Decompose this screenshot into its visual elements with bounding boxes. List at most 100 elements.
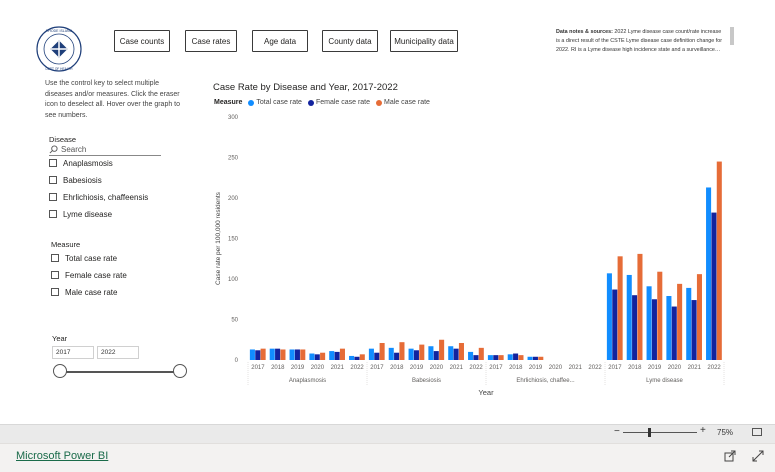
bar (275, 348, 281, 360)
zoom-slider-handle[interactable] (648, 428, 651, 437)
bar (677, 283, 683, 360)
bar (339, 348, 345, 360)
year-slider-start-handle[interactable] (53, 364, 67, 378)
fit-to-page-icon[interactable] (752, 428, 762, 436)
legend-title: Measure (214, 99, 243, 106)
x-tick-label: 2021 (331, 365, 345, 371)
measure-option-total[interactable]: Total case rate (51, 252, 117, 264)
bar (696, 274, 702, 360)
y-tick-label: 250 (228, 156, 239, 162)
chart-legend: Measure Total case rate Female case rate… (214, 99, 430, 106)
search-icon (49, 145, 58, 154)
bar (394, 352, 400, 360)
measure-option-label: Total case rate (65, 253, 118, 263)
municipality-data-button[interactable]: Municipality data (390, 30, 458, 52)
checkbox[interactable] (51, 254, 59, 262)
bar (646, 286, 652, 360)
bar (379, 342, 385, 360)
x-tick-label: 2022 (707, 365, 721, 371)
y-tick-label: 300 (228, 115, 239, 121)
year-slider-track[interactable] (60, 371, 180, 373)
year-slicer-title: Year (52, 334, 68, 343)
legend-label: Male case rate (384, 99, 430, 106)
measure-option-label: Male case rate (65, 287, 118, 297)
disease-option-label: Babesiosis (63, 175, 102, 185)
bar (666, 296, 672, 360)
disease-option-lyme[interactable]: Lyme disease (49, 208, 112, 220)
checkbox[interactable] (51, 271, 59, 279)
checkbox[interactable] (49, 159, 57, 167)
bar (255, 350, 261, 360)
legend-item-female[interactable]: Female case rate (307, 99, 370, 106)
report-canvas: RHODE ISLAND DEPT OF HEALTH Case counts … (36, 26, 734, 403)
year-slider-end-handle[interactable] (173, 364, 187, 378)
bar (626, 274, 632, 360)
chart-title: Case Rate by Disease and Year, 2017-2022 (213, 82, 398, 93)
checkbox[interactable] (51, 288, 59, 296)
x-tick-label: 2018 (390, 365, 404, 371)
checkbox[interactable] (49, 210, 57, 218)
disease-option-anaplasmosis[interactable]: Anaplasmosis (49, 157, 113, 169)
bar (711, 212, 717, 360)
bar (478, 347, 484, 360)
bar (527, 356, 533, 360)
bar (532, 356, 538, 360)
zoom-in-button[interactable]: + (700, 425, 706, 436)
x-tick-label: 2022 (350, 365, 364, 371)
bar (374, 352, 380, 360)
x-axis-title: Year (478, 388, 494, 397)
bar (637, 253, 643, 360)
year-start-input[interactable]: 2017 (52, 346, 94, 359)
group-label: Anaplasmosis (289, 378, 326, 384)
measure-option-male[interactable]: Male case rate (51, 286, 117, 298)
case-rates-button[interactable]: Case rates (185, 30, 237, 52)
checkbox[interactable] (49, 193, 57, 201)
bar (280, 349, 286, 360)
zoom-slider-track[interactable] (623, 432, 697, 433)
bar (513, 353, 519, 360)
bar (334, 351, 340, 360)
legend-item-male[interactable]: Male case rate (376, 99, 430, 106)
x-tick-label: 2020 (311, 365, 325, 371)
case-counts-button[interactable]: Case counts (114, 30, 170, 52)
bar (368, 348, 374, 360)
legend-item-total[interactable]: Total case rate (248, 99, 302, 106)
measure-option-female[interactable]: Female case rate (51, 269, 127, 281)
x-tick-label: 2019 (410, 365, 424, 371)
disease-option-ehrlichiosis[interactable]: Ehrlichiosis, chaffeensis (49, 191, 148, 203)
y-tick-label: 0 (235, 358, 239, 364)
x-tick-label: 2020 (430, 365, 444, 371)
age-data-button[interactable]: Age data (252, 30, 308, 52)
bar (419, 344, 425, 360)
ri-health-logo: RHODE ISLAND DEPT OF HEALTH (36, 26, 82, 72)
zoom-bar (0, 424, 775, 443)
measure-option-label: Female case rate (65, 270, 127, 280)
notes-scrollbar[interactable] (730, 27, 734, 45)
svg-text:RHODE ISLAND: RHODE ISLAND (46, 29, 73, 33)
legend-dot (376, 99, 383, 106)
year-end-input[interactable]: 2022 (97, 346, 139, 359)
bar (518, 355, 524, 360)
bar (498, 355, 504, 360)
power-bi-link[interactable]: Microsoft Power BI (16, 450, 109, 462)
bar (388, 347, 394, 360)
bar-chart[interactable]: 0 50 100 150 200 250 300 Case rate per 100,000 … (210, 108, 730, 403)
y-tick-label: 150 (228, 237, 239, 243)
disease-search[interactable]: Search (49, 144, 161, 156)
legend-dot (307, 99, 314, 106)
county-data-button[interactable]: County data (322, 30, 378, 52)
bar (617, 256, 623, 360)
disease-option-babesiosis[interactable]: Babesiosis (49, 174, 102, 186)
x-tick-label: 2021 (688, 365, 702, 371)
x-tick-label: 2018 (509, 365, 523, 371)
zoom-out-button[interactable]: − (614, 426, 620, 437)
disease-option-label: Ehrlichiosis, chaffeensis (63, 192, 149, 202)
bar (538, 356, 544, 360)
bar (314, 354, 320, 360)
checkbox[interactable] (49, 176, 57, 184)
fullscreen-icon[interactable] (752, 450, 764, 462)
zoom-percent: 75% (717, 428, 734, 437)
bar (408, 348, 414, 360)
share-icon[interactable] (724, 450, 736, 462)
bar (473, 355, 479, 360)
